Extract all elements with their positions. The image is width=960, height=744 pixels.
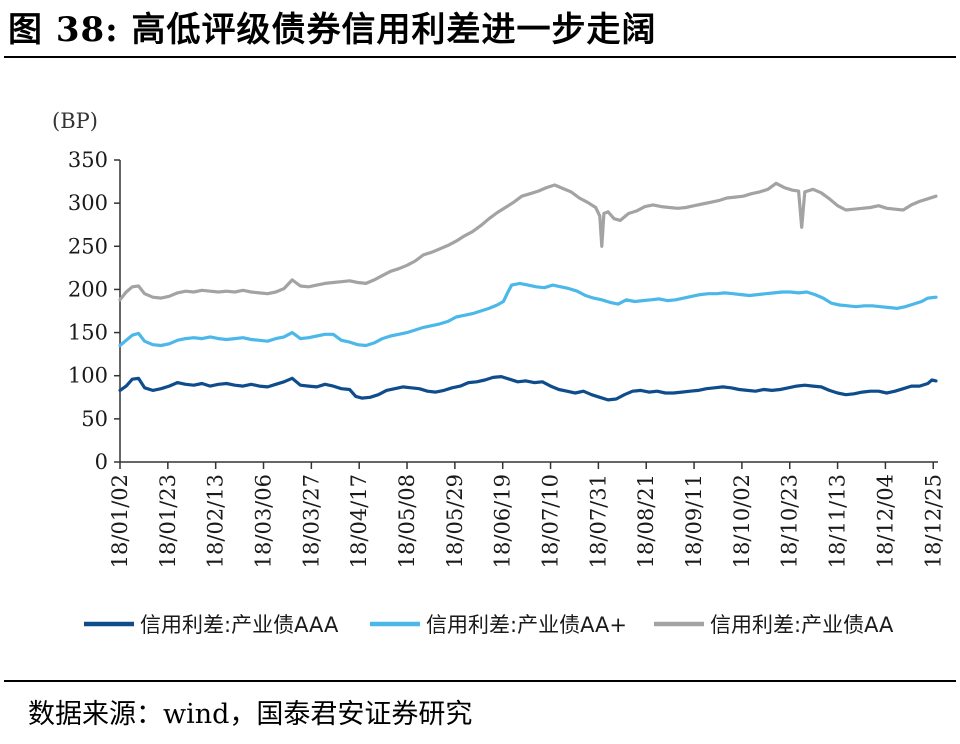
- x-tick-label: 18/12/04: [873, 474, 897, 568]
- source-note: 数据来源：wind，国泰君安证券研究: [28, 699, 473, 730]
- y-tick-label: 100: [68, 364, 108, 388]
- x-tick-label: 18/09/11: [682, 474, 706, 568]
- y-tick-label: 350: [68, 148, 108, 172]
- x-tick-label: 18/04/17: [347, 474, 371, 568]
- figure-title: 图 38: 高低评级债券信用利差进一步走阔: [8, 10, 657, 50]
- legend: 信用利差:产业债AAA 信用利差:产业债AA+ 信用利差:产业债AA: [84, 613, 894, 637]
- axes: (BP) 0 50 100 150 200 250 300 350 18/01/02 18/01/2…: [52, 109, 945, 568]
- x-tick-label: 18/03/27: [299, 474, 323, 568]
- y-tick-label: 200: [68, 277, 108, 301]
- x-tick-label: 18/01/02: [108, 474, 132, 568]
- y-tick-label: 250: [68, 234, 108, 258]
- series-lines: [118, 181, 938, 402]
- x-tick-label: 18/11/13: [826, 474, 850, 568]
- y-tick-label: 0: [95, 450, 108, 474]
- x-tick-label: 18/07/31: [586, 474, 610, 568]
- y-tick-label: 50: [81, 407, 108, 431]
- title-rule: [4, 56, 956, 58]
- series-line-信用利差:产业债AA: [118, 181, 938, 302]
- y-unit-label: (BP): [52, 109, 98, 133]
- x-tick-label: 18/10/23: [778, 474, 802, 568]
- legend-label: 信用利差:产业债AAA: [140, 613, 339, 637]
- x-tick-label: 18/12/25: [921, 474, 945, 568]
- y-tick-label: 300: [68, 191, 108, 215]
- x-tick-label: 18/02/13: [204, 474, 228, 568]
- series-line-信用利差:产业债AAA: [118, 375, 938, 402]
- x-tick-label: 18/05/08: [395, 474, 419, 568]
- legend-label: 信用利差:产业债AA: [710, 613, 894, 637]
- x-tick-label: 18/08/21: [634, 474, 658, 568]
- x-tick-label: 18/01/23: [156, 474, 180, 568]
- x-tick-label: 18/07/10: [539, 474, 563, 568]
- x-tick-label: 18/10/02: [730, 474, 754, 568]
- x-tick-label: 18/06/19: [491, 474, 515, 568]
- line-chart: (BP) 0 50 100 150 200 250 300 350 18/01/02 18/01/2…: [52, 109, 945, 637]
- y-tick-label: 150: [68, 321, 108, 345]
- x-tick-label: 18/05/29: [443, 474, 467, 568]
- x-tick-label: 18/03/06: [252, 474, 276, 568]
- series-line-信用利差:产业债AA+: [118, 281, 938, 348]
- source-rule: [4, 680, 956, 682]
- legend-label: 信用利差:产业债AA+: [426, 613, 627, 637]
